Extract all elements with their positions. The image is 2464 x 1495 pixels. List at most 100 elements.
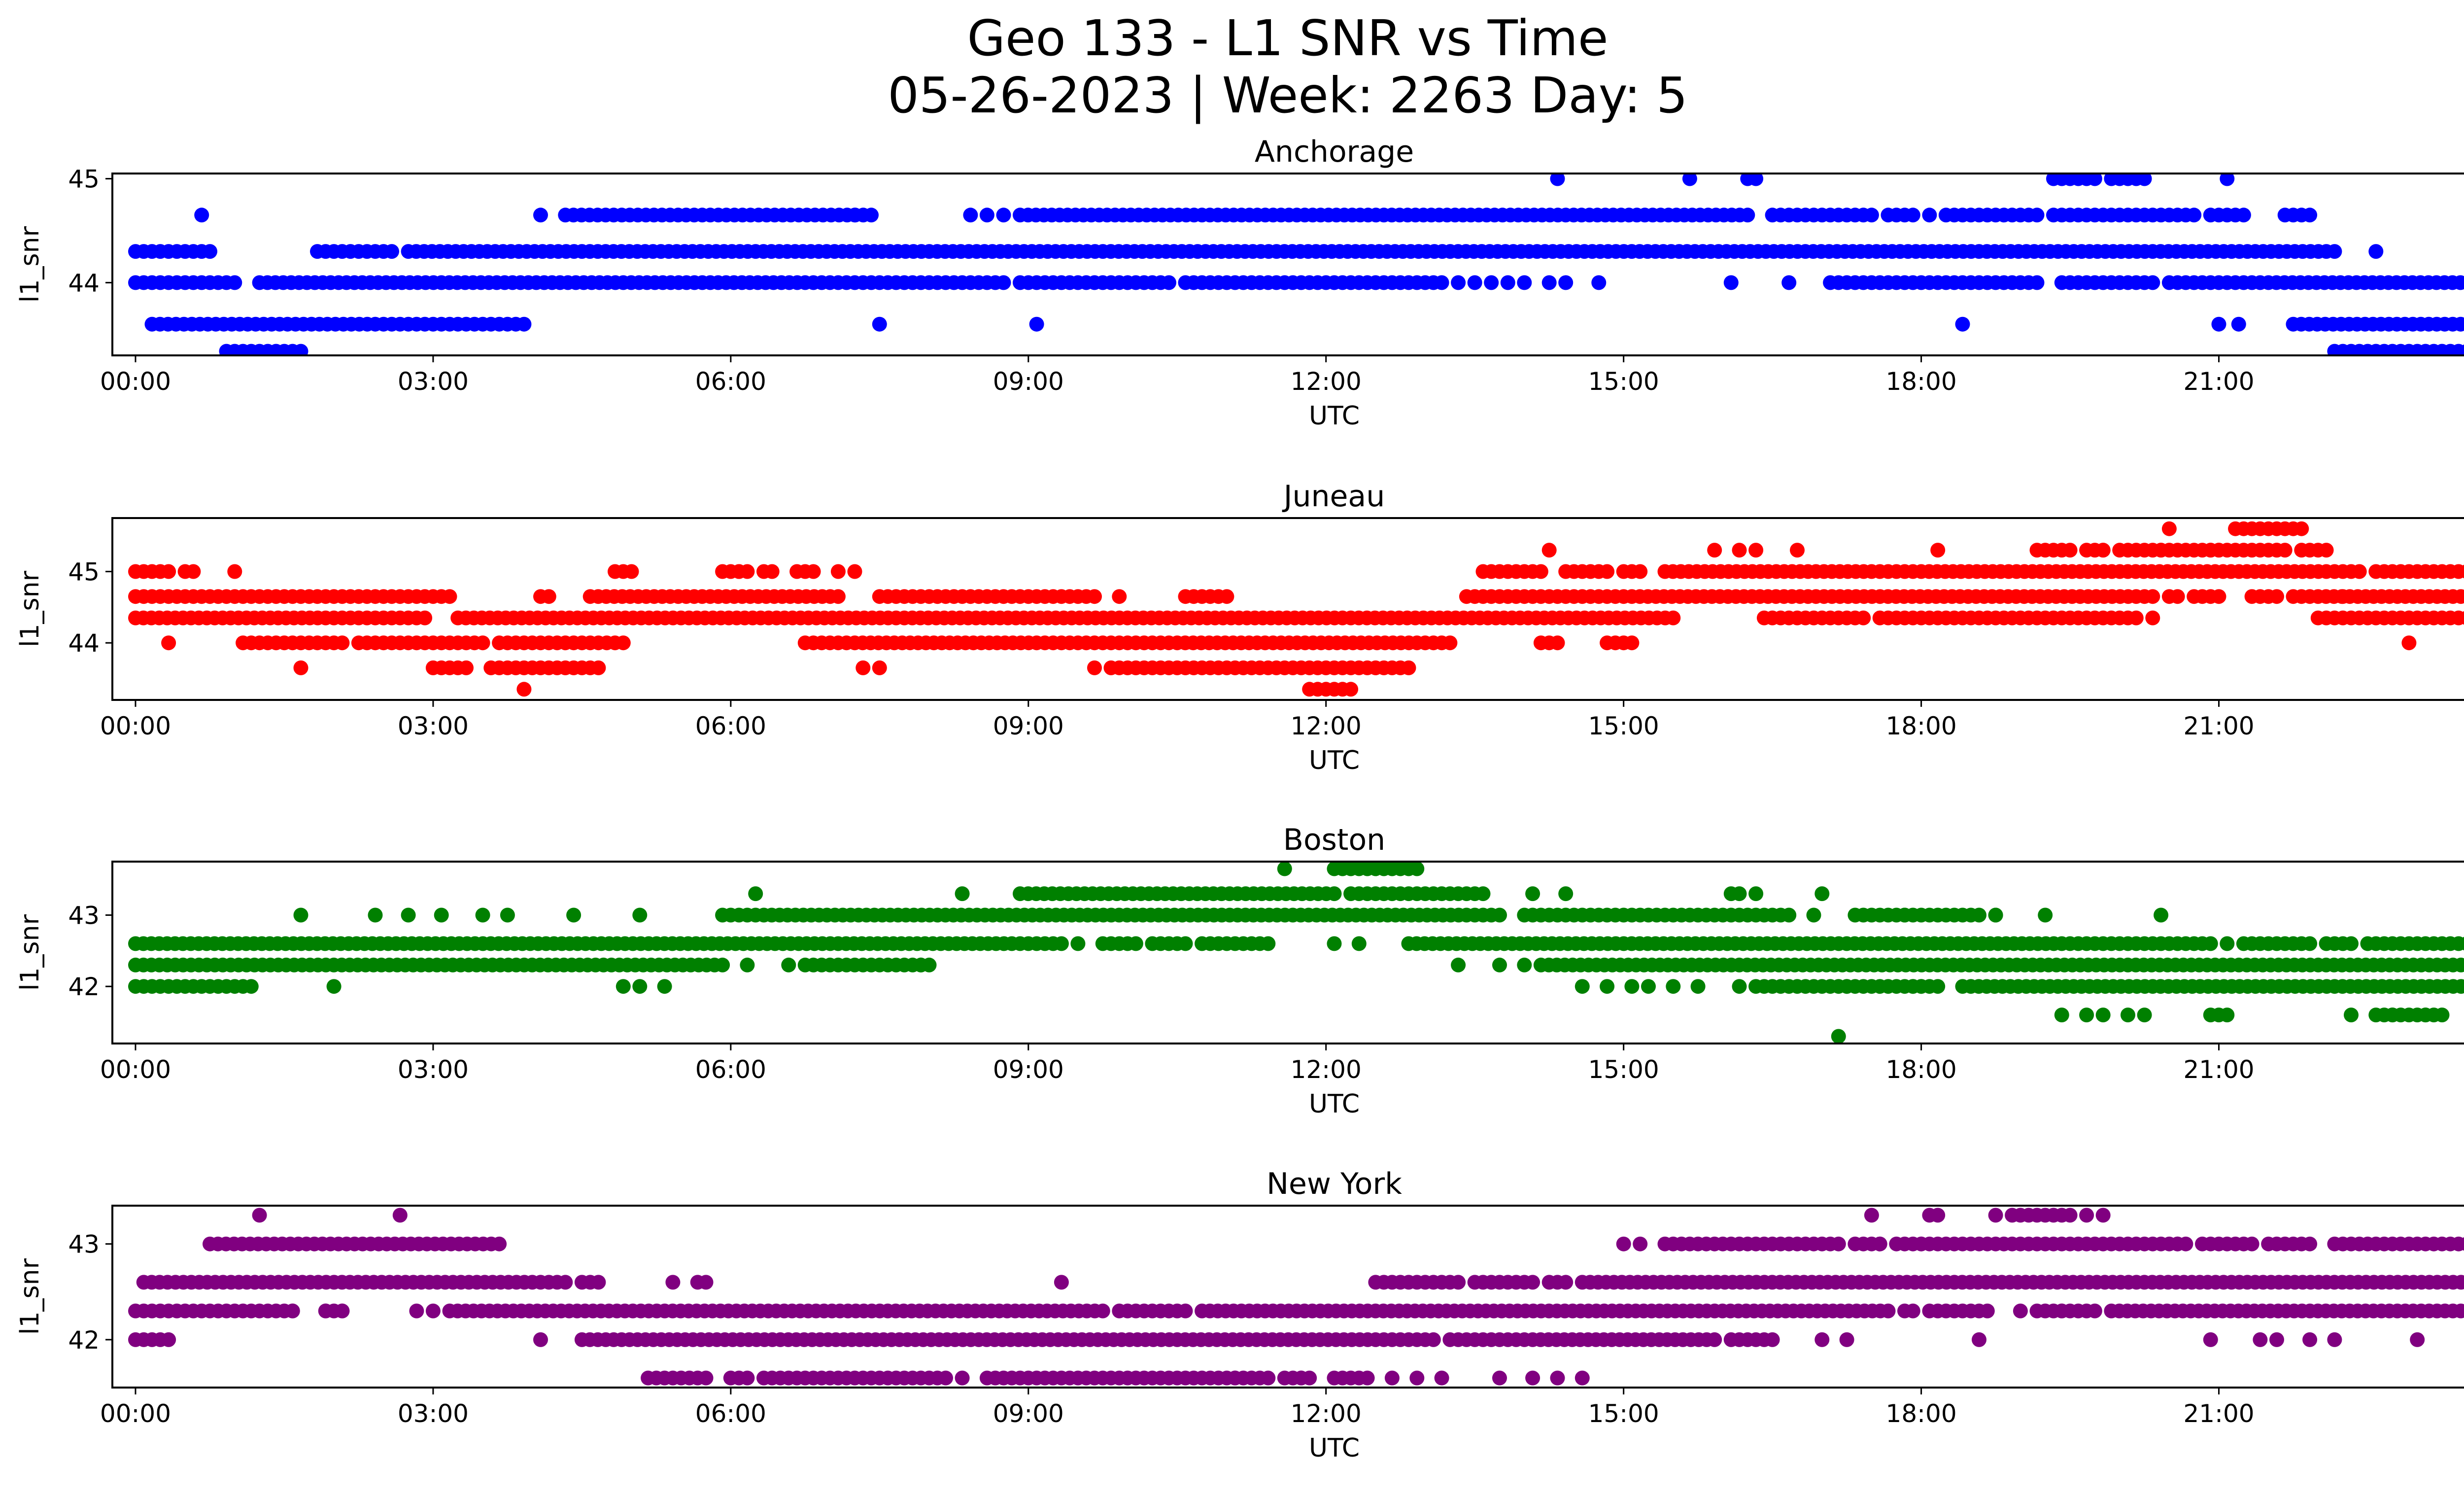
anchorage-y-tick-label: 45 <box>68 165 100 194</box>
boston-data-point <box>401 907 416 923</box>
boston-data-point <box>740 957 755 973</box>
anchorage-data-point <box>516 316 532 332</box>
anchorage-data-point <box>1740 208 1755 223</box>
anchorage-data-point <box>2302 208 2318 223</box>
new-york-panel: New York 00:00 03:00 06:00 09:00 12:00 15:00 18… <box>15 1167 2464 1463</box>
new-york-data-point <box>2410 1332 2425 1347</box>
new-york-data-point <box>2054 1303 2069 1319</box>
new-york-data-point <box>1327 1370 1342 1386</box>
anchorage-x-tick-label: 09:00 <box>993 367 1064 396</box>
new-york-data-point <box>335 1303 350 1319</box>
new-york-data-point <box>2095 1208 2111 1223</box>
boston-data-point <box>1451 957 1466 973</box>
juneau-x-tick-label: 15:00 <box>1588 712 1659 740</box>
new-york-y-tick-label: 42 <box>68 1326 100 1355</box>
anchorage-data-point <box>2453 275 2464 290</box>
anchorage-data-point <box>1591 275 1607 290</box>
juneau-axes-frame <box>111 517 2464 701</box>
new-york-data-point <box>2462 1277 2464 1288</box>
new-york-data-point <box>1294 1370 1309 1386</box>
new-york-data-point <box>1409 1370 1425 1386</box>
juneau-data-point <box>128 564 143 579</box>
juneau-data-point <box>2104 610 2119 626</box>
anchorage-x-tick-label: 18:00 <box>1886 367 1957 396</box>
boston-data-point <box>1814 886 1830 902</box>
boston-data-point <box>1574 979 1590 994</box>
anchorage-data-point <box>194 208 209 223</box>
anchorage-data-point <box>2253 275 2268 290</box>
juneau-data-point <box>2269 589 2284 604</box>
anchorage-data-point <box>1748 174 1764 186</box>
juneau-data-point <box>1550 635 1565 651</box>
boston-data-point <box>2462 981 2464 992</box>
boston-data-point <box>2344 1008 2359 1023</box>
juneau-data-point <box>830 564 846 579</box>
boston-data-point <box>1988 907 2003 923</box>
juneau-data-point <box>1748 543 1764 558</box>
boston-y-tick-label: 43 <box>68 902 100 930</box>
new-york-data-point <box>1434 1370 1449 1386</box>
new-york-data-point <box>1972 1332 1986 1347</box>
boston-data-point <box>781 957 796 973</box>
boston-data-point <box>1930 979 1946 994</box>
juneau-data-point <box>1732 543 1747 558</box>
new-york-data-point <box>698 1275 714 1290</box>
anchorage-data-point <box>2236 208 2251 223</box>
boston-y-axis-label: l1_snr <box>15 914 45 991</box>
new-york-data-point <box>955 1370 970 1386</box>
anchorage-x-tick-label: 00:00 <box>100 367 171 396</box>
juneau-data-point <box>2128 610 2144 626</box>
anchorage-data-point <box>1682 174 1697 186</box>
anchorage-data-point <box>1541 275 1557 290</box>
anchorage-x-tick-label: 06:00 <box>695 367 766 396</box>
boston-data-point <box>2454 979 2464 994</box>
new-york-data-point <box>318 1303 333 1319</box>
boston-data-point <box>2095 1008 2111 1023</box>
anchorage-data-point <box>979 208 994 223</box>
new-york-data-point <box>756 1370 771 1386</box>
boston-data-point <box>632 907 648 923</box>
juneau-data-point <box>856 660 871 675</box>
juneau-data-point <box>1600 564 1615 579</box>
boston-data-point <box>1897 907 1912 923</box>
anchorage-data-point <box>1550 174 1565 186</box>
anchorage-data-point <box>1864 208 1879 223</box>
anchorage-x-tick-label: 12:00 <box>1291 367 1362 396</box>
new-york-data-point <box>1839 1332 1854 1347</box>
new-york-x-tick-label: 06:00 <box>695 1399 766 1428</box>
new-york-data-point <box>161 1332 176 1347</box>
new-york-data-point <box>1914 1236 1929 1252</box>
anchorage-data-point <box>293 344 308 355</box>
juneau-data-point <box>1633 564 1648 579</box>
juneau-data-point <box>1541 543 1557 558</box>
juneau-data-point <box>1666 610 1681 626</box>
boston-data-point <box>955 886 970 902</box>
anchorage-data-point <box>2368 244 2384 259</box>
anchorage-data-point <box>2029 208 2045 223</box>
boston-data-point <box>1641 979 1656 994</box>
boston-x-tick-label: 03:00 <box>398 1055 469 1084</box>
juneau-data-point <box>616 635 631 651</box>
juneau-x-tick-label: 00:00 <box>100 712 171 740</box>
juneau-data-point <box>2145 589 2160 604</box>
new-york-data-point <box>1360 1370 1375 1386</box>
new-york-data-point <box>1814 1332 1830 1347</box>
new-york-data-point <box>1525 1275 1540 1290</box>
figure-title-line1: Geo 133 - L1 SNR vs Time <box>967 9 1608 67</box>
juneau-x-tick-label: 09:00 <box>993 712 1064 740</box>
new-york-data-point <box>2454 1275 2464 1290</box>
new-york-data-point <box>2087 1303 2102 1319</box>
boston-scatter-points <box>128 862 2464 1043</box>
boston-data-point <box>1517 957 1532 973</box>
new-york-data-point <box>2327 1332 2342 1347</box>
boston-data-point <box>1781 907 1797 923</box>
juneau-x-tick-label: 03:00 <box>398 712 469 740</box>
new-york-x-tick-label: 12:00 <box>1291 1399 1362 1428</box>
new-york-data-point <box>1980 1303 1995 1319</box>
boston-data-point <box>1351 936 1367 951</box>
juneau-x-axis-label: UTC <box>1309 746 1360 775</box>
juneau-data-point <box>1856 610 1871 626</box>
juneau-data-point <box>2095 543 2111 558</box>
boston-data-point <box>1492 957 1507 973</box>
juneau-data-point <box>475 635 490 651</box>
